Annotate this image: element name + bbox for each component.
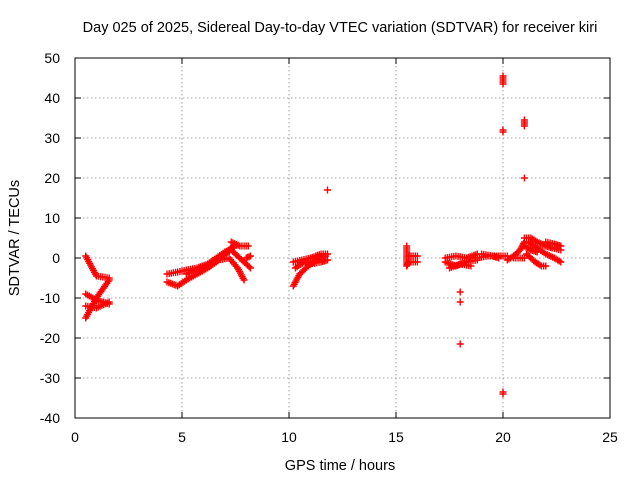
x-tick-label: 20 [495,429,511,445]
data-point [247,264,254,272]
data-point [499,390,507,398]
data-point [520,174,528,182]
x-tick-label: 5 [178,429,186,445]
x-axis-label: GPS time / hours [285,458,395,474]
data-point [105,276,113,284]
data-point [247,252,254,260]
data-point [555,257,563,265]
data-point [244,242,252,250]
y-axis-label: SDTVAR / TECUs [7,180,23,296]
data-point [245,263,253,271]
data-point [456,288,464,296]
data-point [324,256,331,264]
chart-title: Day 025 of 2025, Sidereal Day-to-day VTE… [83,20,598,36]
y-tick-label: 0 [52,250,60,266]
data-point [557,258,565,266]
data-point [557,242,565,250]
data-point [499,80,507,88]
data-point [525,245,533,253]
x-tick-label: 0 [71,429,79,445]
data-point [495,254,503,262]
data-point [456,298,464,306]
data-point [105,298,113,306]
data-point [467,262,475,270]
x-tick-label: 15 [388,429,404,445]
grid-lines [75,58,610,418]
data-point [240,276,248,284]
data-point [536,261,544,269]
y-tick-label: 10 [44,210,60,226]
x-tick-label: 10 [281,429,297,445]
y-tick-label: -20 [40,330,60,346]
data-point [413,258,421,266]
y-tick-label: -30 [40,370,60,386]
x-tick-label: 25 [602,429,618,445]
y-tick-label: 50 [44,50,60,66]
data-point [104,278,112,286]
data-point [499,128,507,136]
y-tick-label: 40 [44,90,60,106]
data-points [82,72,565,398]
axis-ticks: 0 5 10 15 20 25 -40 -30 -20 -10 0 10 20 30 40 50 [40,50,618,445]
y-tick-label: 20 [44,170,60,186]
data-point [542,262,550,270]
y-tick-label: 30 [44,130,60,146]
data-point [324,250,331,258]
plot-frame [74,57,611,419]
y-tick-label: -10 [40,290,60,306]
data-point [533,248,541,256]
data-point [324,186,331,194]
y-tick-label: -40 [40,410,60,426]
data-point [520,254,528,262]
data-point [520,122,528,130]
data-point [456,340,464,348]
data-point [413,252,421,260]
